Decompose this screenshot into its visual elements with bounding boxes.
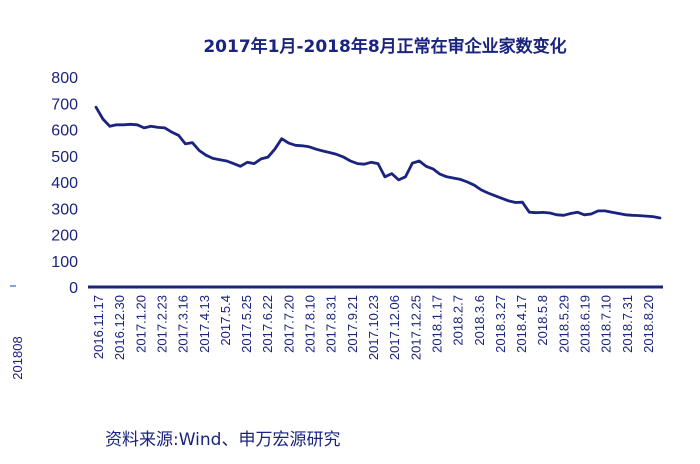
x-tick-label: 2018.7.10 (599, 295, 614, 353)
y-tick-label: 400 (51, 175, 78, 192)
x-tick-label: 2017.1.20 (133, 295, 148, 353)
x-tick-label: 2017.8.10 (303, 295, 318, 353)
x-tick-label: 2017.5.25 (239, 295, 254, 353)
y-tick-label: 100 (51, 254, 78, 271)
side-marker (10, 285, 16, 287)
series-line (94, 105, 662, 220)
y-tick-label: 200 (51, 228, 78, 245)
source-note: 资料来源:Wind、申万宏源研究 (105, 430, 340, 450)
x-tick-label: 2018.7.31 (620, 295, 635, 353)
x-tick-label: 2017.10.23 (366, 295, 381, 360)
x-tick-label: 2017.7.20 (281, 295, 296, 353)
x-tick-label: 2018.3.27 (493, 295, 508, 353)
x-tick-label: 2016.12.30 (112, 295, 127, 360)
x-tick-label: 2018.8.20 (641, 295, 656, 353)
y-tick-label: 800 (51, 70, 78, 87)
x-tick-label: 2018.5.29 (556, 295, 571, 353)
x-tick-label: 2017.8.31 (324, 295, 339, 353)
y-tick-label: 600 (51, 123, 78, 140)
x-axis-ticks: 2016.11.17 2016.12.30 2017.1.20 2017.2.23 20… (91, 295, 656, 360)
x-tick-label: 2017.9.21 (345, 295, 360, 353)
side-label: 201808 (10, 336, 25, 379)
y-tick-label: 0 (69, 280, 78, 297)
x-tick-label: 2017.12.25 (408, 295, 423, 360)
y-axis-ticks: 0 100 200 300 400 500 600 700 800 (51, 70, 78, 297)
x-tick-label: 2017.6.22 (260, 295, 275, 353)
x-tick-label: 2018.5.8 (535, 295, 550, 346)
y-tick-label: 300 (51, 201, 78, 218)
y-tick-label: 700 (51, 96, 78, 113)
chart-title: 2017年1月-2018年8月正常在审企业家数变化 (203, 36, 566, 57)
x-tick-label: 2018.1.17 (429, 295, 444, 353)
x-tick-label: 2018.2.7 (451, 295, 466, 346)
x-tick-label: 2017.5.4 (218, 295, 233, 346)
x-tick-label: 2018.3.6 (472, 295, 487, 346)
x-tick-label: 2017.3.16 (176, 295, 191, 353)
x-tick-label: 2018.6.19 (578, 295, 593, 353)
x-tick-label: 2017.2.23 (154, 295, 169, 353)
x-tick-label: 2016.11.17 (91, 295, 106, 359)
x-tick-label: 2017.4.13 (197, 295, 212, 353)
y-tick-label: 500 (51, 149, 78, 166)
x-tick-label: 2017.12.06 (387, 295, 402, 360)
x-tick-label: 2018.4.17 (514, 295, 529, 353)
